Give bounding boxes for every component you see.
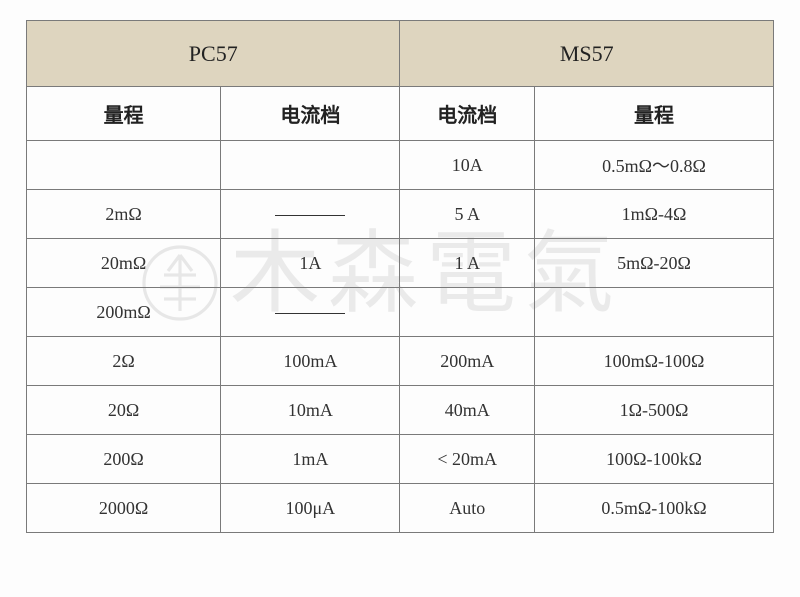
table-cell: Auto [400, 484, 534, 533]
table-cell: 10mA [221, 386, 400, 435]
group-header-pc57: PC57 [27, 21, 400, 87]
table-cell: 1Ω-500Ω [534, 386, 773, 435]
table-cell: 100μA [221, 484, 400, 533]
table-cell: < 20mA [400, 435, 534, 484]
table-row: 20Ω10mA40mA1Ω-500Ω [27, 386, 774, 435]
table-cell: 1mΩ-4Ω [534, 190, 773, 239]
subheader-range-pc: 量程 [27, 87, 221, 141]
table-cell: 100mΩ-100Ω [534, 337, 773, 386]
table-cell: 1mA [221, 435, 400, 484]
table-row: 2000Ω100μAAuto0.5mΩ-100kΩ [27, 484, 774, 533]
table-cell: 5mΩ-20Ω [534, 239, 773, 288]
table-row: 2Ω100mA200mA100mΩ-100Ω [27, 337, 774, 386]
table-row: 200Ω1mA< 20mA100Ω-100kΩ [27, 435, 774, 484]
table-cell: 100Ω-100kΩ [534, 435, 773, 484]
table-cell: 200mA [400, 337, 534, 386]
spec-table: PC57 MS57 量程 电流档 电流档 量程 10A0.5mΩ～0.8Ω2mΩ… [26, 20, 774, 533]
dash-placeholder [275, 313, 345, 314]
table-cell: 2mΩ [27, 190, 221, 239]
table-cell [221, 141, 400, 190]
table-cell: 2Ω [27, 337, 221, 386]
table-cell: 0.5mΩ-100kΩ [534, 484, 773, 533]
table-cell: 20Ω [27, 386, 221, 435]
table-cell: 20mΩ [27, 239, 221, 288]
table-cell: 1 A [400, 239, 534, 288]
table-cell: 1A [221, 239, 400, 288]
table-body: 10A0.5mΩ～0.8Ω2mΩ5 A1mΩ-4Ω20mΩ1A1 A5mΩ-20… [27, 141, 774, 533]
table-cell: 200Ω [27, 435, 221, 484]
group-header-row: PC57 MS57 [27, 21, 774, 87]
table-row: 2mΩ 5 A1mΩ-4Ω [27, 190, 774, 239]
table-cell [221, 288, 400, 337]
table-cell: 200mΩ [27, 288, 221, 337]
sub-header-row: 量程 电流档 电流档 量程 [27, 87, 774, 141]
subheader-current-ms: 电流档 [400, 87, 534, 141]
table-cell: 40mA [400, 386, 534, 435]
table-cell: 5 A [400, 190, 534, 239]
table-row: 20mΩ1A1 A5mΩ-20Ω [27, 239, 774, 288]
dash-placeholder [275, 215, 345, 216]
subheader-current-pc: 电流档 [221, 87, 400, 141]
table-cell: 2000Ω [27, 484, 221, 533]
subheader-range-ms: 量程 [534, 87, 773, 141]
table-cell [400, 288, 534, 337]
table-cell: 10A [400, 141, 534, 190]
table-row: 10A0.5mΩ～0.8Ω [27, 141, 774, 190]
table-cell [221, 190, 400, 239]
table-row: 200mΩ [27, 288, 774, 337]
table-cell: 100mA [221, 337, 400, 386]
group-header-ms57: MS57 [400, 21, 774, 87]
table-cell [534, 288, 773, 337]
table-cell [27, 141, 221, 190]
table-cell: 0.5mΩ～0.8Ω [534, 141, 773, 190]
